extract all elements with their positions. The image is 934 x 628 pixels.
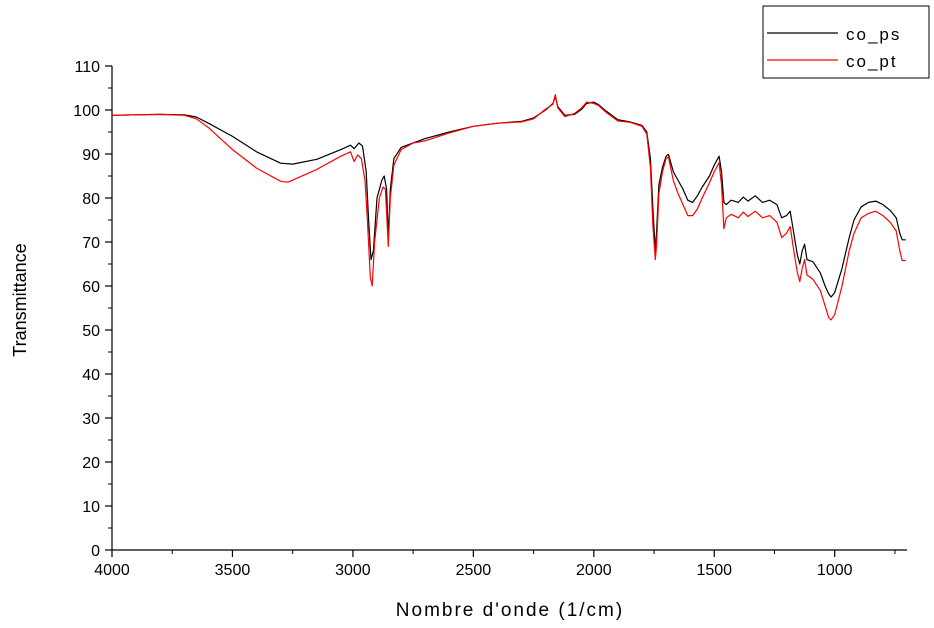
y-tick-label: 90 xyxy=(82,147,100,164)
y-tick-label: 80 xyxy=(82,191,100,208)
y-tick-label: 100 xyxy=(73,103,100,120)
x-tick-label: 3000 xyxy=(335,562,371,579)
legend-label-co-pt: co_pt xyxy=(846,52,898,71)
x-tick-label: 1000 xyxy=(817,562,853,579)
legend-box xyxy=(762,5,930,79)
y-tick-label: 70 xyxy=(82,235,100,252)
y-tick-label: 30 xyxy=(82,411,100,428)
y-tick-label: 50 xyxy=(82,323,100,340)
y-ticks: 0 10 20 30 40 50 60 70 80 90 100 110 xyxy=(73,59,112,560)
y-tick-label: 10 xyxy=(82,499,100,516)
legend-label-co-ps: co_ps xyxy=(846,25,901,44)
y-axis-label: Transmittance xyxy=(10,243,30,356)
x-ticks: 4000 3500 3000 2500 2000 1500 1000 xyxy=(94,550,896,579)
series-line-co-ps xyxy=(111,96,906,298)
series-line-co-pt xyxy=(111,94,906,321)
x-tick-label: 2000 xyxy=(576,562,612,579)
y-tick-label: 110 xyxy=(74,59,100,76)
series-layer xyxy=(111,94,906,321)
y-tick-label: 20 xyxy=(82,455,100,472)
x-tick-label: 2500 xyxy=(456,562,492,579)
x-axis-label: Nombre d'onde (1/cm) xyxy=(396,600,624,621)
axes xyxy=(111,66,907,551)
legend: co_ps co_pt xyxy=(762,5,930,79)
y-tick-label: 0 xyxy=(91,543,100,560)
y-tick-label: 40 xyxy=(82,367,100,384)
x-tick-label: 4000 xyxy=(94,562,130,579)
x-tick-label: 3500 xyxy=(215,562,251,579)
y-tick-label: 60 xyxy=(82,279,100,296)
x-tick-label: 1500 xyxy=(696,562,732,579)
